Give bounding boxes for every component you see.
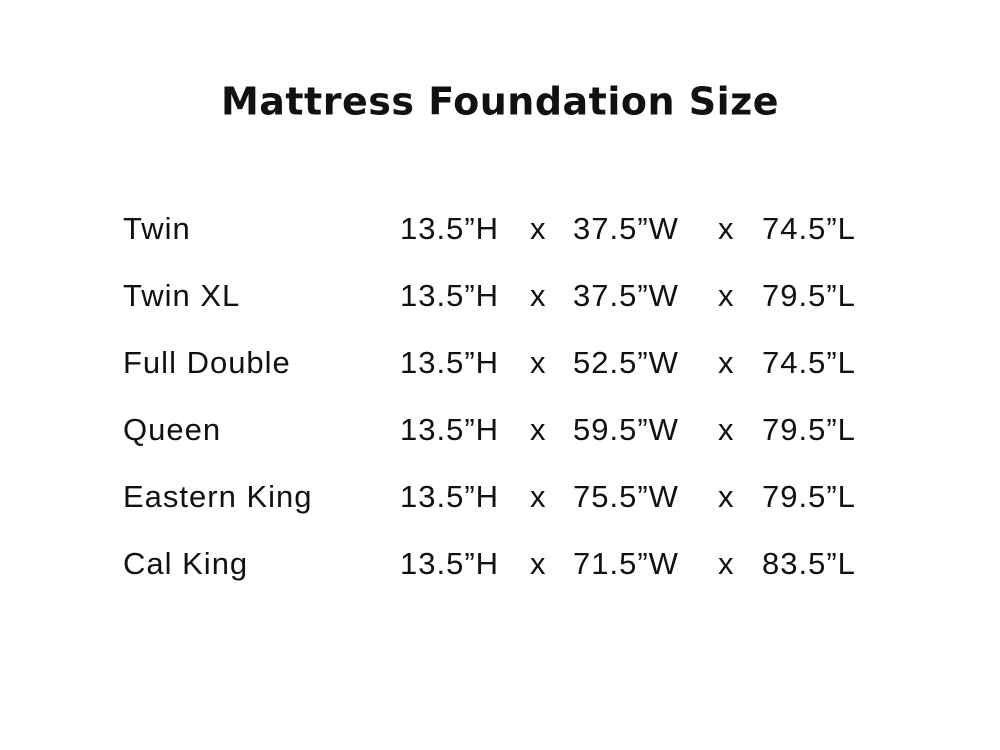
- size-name: Twin XL: [123, 278, 240, 313]
- separator: x: [530, 412, 547, 447]
- length: 79.5”L: [762, 412, 856, 447]
- separator: x: [718, 546, 735, 581]
- separator: x: [530, 546, 547, 581]
- height: 13.5”H: [400, 479, 499, 514]
- height: 13.5”H: [400, 546, 499, 581]
- width: 75.5”W: [573, 479, 679, 514]
- separator: x: [530, 211, 547, 246]
- width: 71.5”W: [573, 546, 679, 581]
- height: 13.5”H: [400, 211, 499, 246]
- size-name: Eastern King: [123, 479, 313, 514]
- height: 13.5”H: [400, 345, 499, 380]
- separator: x: [718, 278, 735, 313]
- height: 13.5”H: [400, 278, 499, 313]
- length: 79.5”L: [762, 479, 856, 514]
- separator: x: [718, 412, 735, 447]
- separator: x: [530, 345, 547, 380]
- size-name: Full Double: [123, 345, 291, 380]
- separator: x: [718, 345, 735, 380]
- length: 79.5”L: [762, 278, 856, 313]
- title: Mattress Foundation Size: [221, 80, 779, 124]
- width: 37.5”W: [573, 211, 679, 246]
- size-name: Twin: [123, 211, 191, 246]
- size-table: Twin 13.5”H x 37.5”W x 74.5”L Twin XL 13.5”H x 37…: [123, 211, 856, 581]
- size-name: Queen: [123, 412, 221, 447]
- separator: x: [718, 479, 735, 514]
- size-name: Cal King: [123, 546, 248, 581]
- length: 74.5”L: [762, 345, 856, 380]
- separator: x: [530, 278, 547, 313]
- length: 83.5”L: [762, 546, 856, 581]
- length: 74.5”L: [762, 211, 856, 246]
- separator: x: [718, 211, 735, 246]
- width: 59.5”W: [573, 412, 679, 447]
- height: 13.5”H: [400, 412, 499, 447]
- separator: x: [530, 479, 547, 514]
- width: 37.5”W: [573, 278, 679, 313]
- width: 52.5”W: [573, 345, 679, 380]
